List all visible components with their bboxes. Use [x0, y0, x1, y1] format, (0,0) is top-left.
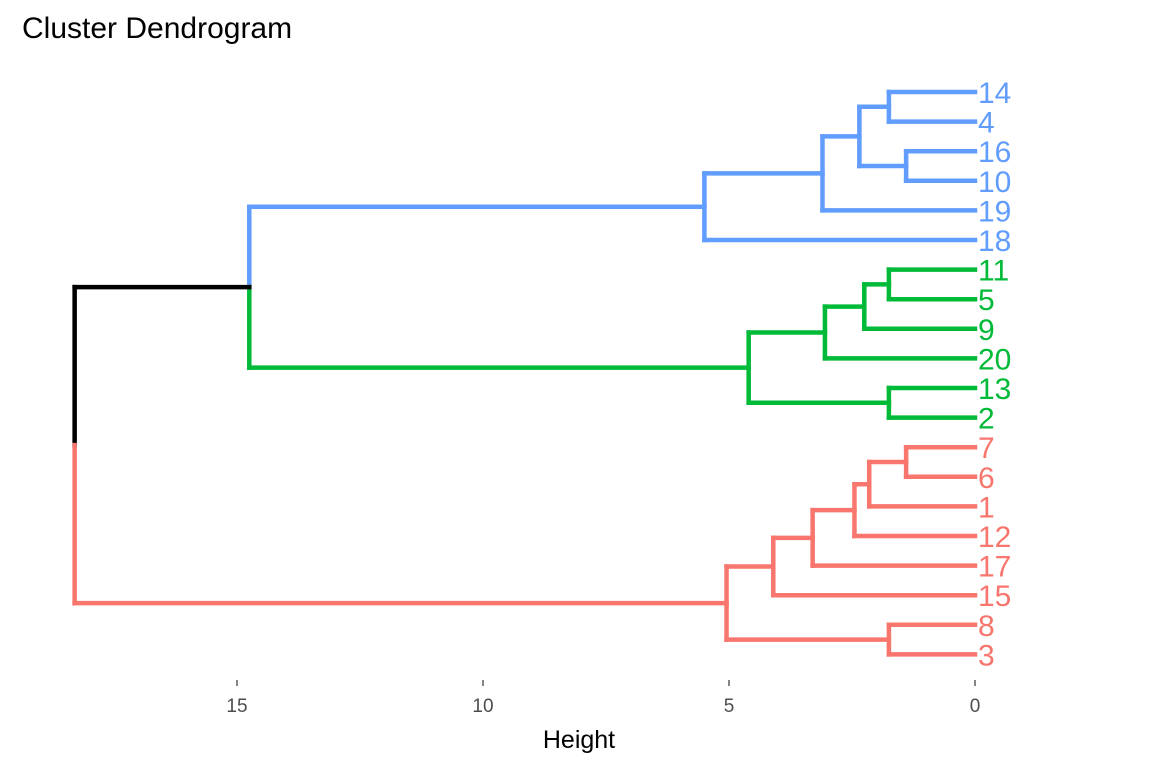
leaf-label: 15 — [978, 580, 1011, 613]
x-tick-label: 5 — [724, 696, 735, 717]
leaf-label: 20 — [978, 343, 1011, 376]
leaf-label: 1 — [978, 491, 995, 524]
leaf-label: 12 — [978, 521, 1011, 554]
leaf-label: 5 — [978, 284, 995, 317]
leaf-label: 13 — [978, 373, 1011, 406]
leaf-label: 19 — [978, 195, 1011, 228]
leaf-label: 9 — [978, 314, 995, 347]
leaf-label: 6 — [978, 462, 995, 495]
leaf-label: 17 — [978, 551, 1011, 584]
x-axis-title: Height — [543, 726, 615, 754]
leaf-label: 2 — [978, 403, 995, 436]
leaf-label: 14 — [978, 77, 1011, 110]
x-axis: 15 10 5 0 — [226, 680, 980, 717]
leaf-label: 18 — [978, 225, 1011, 258]
x-tick-label: 10 — [472, 696, 493, 717]
x-tick-label: 15 — [226, 696, 247, 717]
leaf-label: 16 — [978, 136, 1011, 169]
leaf-label: 4 — [978, 107, 995, 140]
leaf-label: 3 — [978, 639, 995, 672]
x-tick-label: 0 — [970, 696, 981, 717]
chart-title: Cluster Dendrogram — [22, 12, 293, 45]
leaf-label: 7 — [978, 432, 995, 465]
leaf-label: 8 — [978, 610, 995, 643]
dendrogram-branches — [72, 89, 978, 657]
leaf-label: 10 — [978, 166, 1011, 199]
leaf-label: 11 — [978, 255, 1009, 288]
